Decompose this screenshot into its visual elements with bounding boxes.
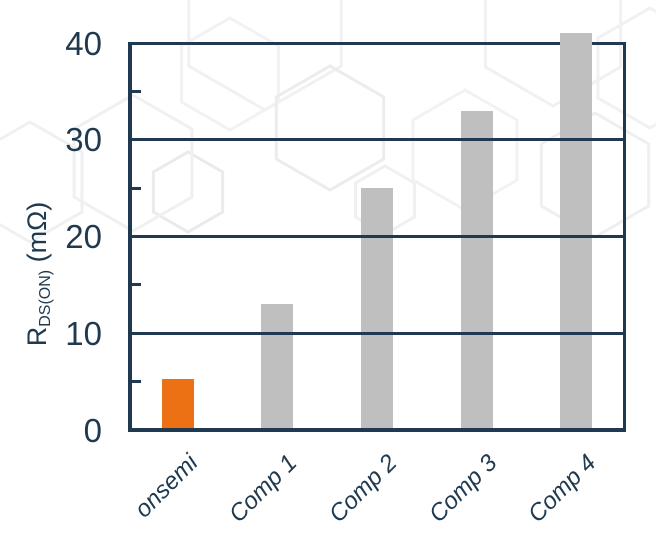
y-tick-label-40: 40	[65, 24, 102, 62]
y-minor-tick-15	[132, 283, 141, 287]
hexagon-decoration-3	[151, 150, 225, 234]
bar-onsemi	[161, 378, 194, 428]
y-minor-tick-25	[132, 186, 141, 190]
plot-area	[128, 33, 626, 432]
gridline-10	[128, 331, 626, 335]
hexagon-decoration-2	[274, 64, 386, 192]
gridline-30	[128, 138, 626, 142]
bar-comp-1	[261, 304, 294, 428]
bar-comp-3	[460, 110, 493, 428]
y-minor-tick-35	[132, 89, 141, 93]
hexagon-decoration-7	[596, 6, 656, 130]
hexagon-decoration-9	[0, 120, 84, 244]
hexagon-decoration-1	[180, 16, 280, 132]
y-minor-tick-5	[132, 380, 141, 384]
hexagon-decoration-10	[72, 93, 194, 233]
bar-comp-4	[560, 33, 593, 428]
y-tick-label-10: 10	[65, 314, 102, 352]
y-tick-label-20: 20	[65, 218, 102, 255]
plot-border-bottom	[128, 428, 626, 432]
gridline-20	[128, 235, 626, 238]
y-tick-label-30: 30	[65, 121, 102, 159]
plot-border-top	[128, 42, 626, 45]
y-tick-label-0: 0	[83, 411, 102, 449]
bar-comp-2	[361, 188, 393, 428]
hexagon-decoration-6	[483, 0, 623, 108]
